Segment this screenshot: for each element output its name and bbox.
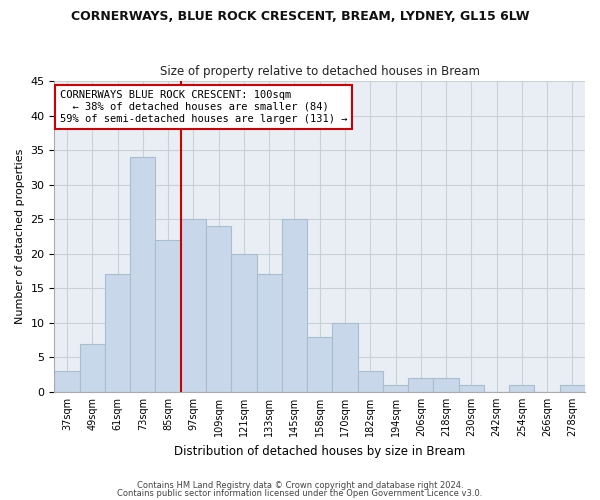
Bar xyxy=(433,378,458,392)
Bar xyxy=(560,385,585,392)
Bar xyxy=(282,219,307,392)
Text: CORNERWAYS BLUE ROCK CRESCENT: 100sqm
  ← 38% of detached houses are smaller (84: CORNERWAYS BLUE ROCK CRESCENT: 100sqm ← … xyxy=(60,90,347,124)
Bar xyxy=(383,385,408,392)
Bar xyxy=(181,219,206,392)
Bar xyxy=(307,336,332,392)
Bar xyxy=(408,378,433,392)
Bar xyxy=(155,240,181,392)
Bar xyxy=(55,371,80,392)
Bar xyxy=(80,344,105,392)
Bar xyxy=(509,385,535,392)
Bar xyxy=(257,274,282,392)
Bar xyxy=(231,254,257,392)
Bar xyxy=(206,226,231,392)
X-axis label: Distribution of detached houses by size in Bream: Distribution of detached houses by size … xyxy=(174,444,466,458)
Bar xyxy=(130,157,155,392)
Bar xyxy=(458,385,484,392)
Bar xyxy=(358,371,383,392)
Bar xyxy=(105,274,130,392)
Bar xyxy=(332,323,358,392)
Y-axis label: Number of detached properties: Number of detached properties xyxy=(15,149,25,324)
Text: Contains public sector information licensed under the Open Government Licence v3: Contains public sector information licen… xyxy=(118,488,482,498)
Text: Contains HM Land Registry data © Crown copyright and database right 2024.: Contains HM Land Registry data © Crown c… xyxy=(137,481,463,490)
Text: CORNERWAYS, BLUE ROCK CRESCENT, BREAM, LYDNEY, GL15 6LW: CORNERWAYS, BLUE ROCK CRESCENT, BREAM, L… xyxy=(71,10,529,23)
Title: Size of property relative to detached houses in Bream: Size of property relative to detached ho… xyxy=(160,66,480,78)
